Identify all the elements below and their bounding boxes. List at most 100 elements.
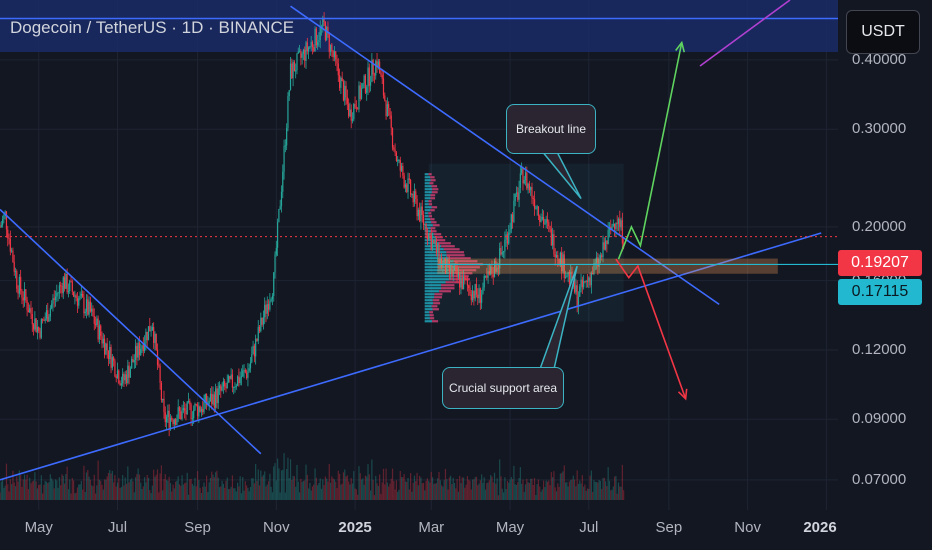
candle-body [351, 119, 354, 121]
volume-bar [389, 483, 391, 500]
candle-body [412, 194, 414, 203]
volume-bar [171, 491, 173, 500]
candle-body [453, 267, 456, 271]
candle-body [603, 242, 605, 250]
candle-body [549, 225, 551, 230]
volume-bar [156, 469, 159, 500]
volume-profile-bar-down [429, 314, 434, 317]
candle-body [186, 401, 188, 415]
candle-body [398, 160, 400, 162]
volume-bar [227, 489, 230, 500]
volume-bar [106, 476, 108, 500]
candle-body [580, 279, 582, 287]
candle-body [203, 401, 205, 413]
volume-bar [131, 478, 133, 500]
volume-bar [545, 480, 547, 500]
volume-profile-bar-down [431, 305, 438, 308]
candle-body [462, 276, 465, 290]
volume-profile-bar-down [430, 218, 435, 221]
volume-bar [302, 480, 305, 500]
candle-body [380, 73, 382, 75]
volume-bar [416, 472, 418, 500]
candle-body [555, 255, 558, 258]
volume-profile-bar-down [450, 257, 471, 260]
candle-body [440, 257, 443, 268]
candle-body [586, 280, 589, 282]
candle-body [530, 187, 532, 191]
volume-bar [293, 476, 295, 500]
candle-body [116, 370, 119, 379]
candle-body [620, 220, 622, 228]
volume-bar [230, 486, 232, 500]
candle-body [341, 77, 343, 82]
volume-profile-bar-down [428, 200, 432, 203]
volume-bar [595, 482, 598, 500]
candle-body [169, 417, 172, 428]
x-tick-label: May [24, 519, 53, 536]
candle-body [243, 370, 245, 372]
volume-bar [479, 480, 481, 500]
volume-bar [291, 479, 293, 500]
y-tick-label: 0.07000 [852, 470, 907, 488]
volume-bar [265, 486, 267, 500]
candle-body [72, 291, 75, 297]
volume-bar [32, 480, 35, 500]
candle-body [204, 394, 206, 402]
currency-button[interactable]: USDT [846, 10, 920, 54]
volume-profile-bar-up [424, 272, 451, 275]
candle-body [80, 293, 82, 296]
candle-body [27, 310, 30, 313]
volume-bar [434, 483, 436, 500]
candle-body [165, 417, 168, 423]
candle-body [234, 386, 236, 388]
candle-body [400, 165, 403, 171]
candle-body [265, 304, 267, 314]
volume-bar [381, 482, 383, 500]
volume-bar [567, 486, 569, 500]
candle-body [84, 311, 86, 314]
candle-body [96, 318, 98, 326]
candle-body [94, 323, 97, 326]
x-tick-label: 2025 [338, 519, 372, 536]
volume-bar [402, 477, 404, 500]
volume-bar [92, 486, 94, 500]
candle-body [218, 385, 221, 389]
candle-body [589, 277, 591, 286]
volume-bar [195, 486, 197, 500]
volume-bar [217, 477, 219, 500]
candle-body [184, 408, 186, 411]
volume-bar [515, 484, 518, 500]
volume-bar [56, 480, 58, 500]
candle-body [212, 394, 214, 405]
candle-body [25, 289, 27, 301]
candle-body [79, 295, 81, 299]
volume-bar [85, 472, 88, 500]
volume-profile-bar-down [434, 293, 443, 296]
volume-bar [466, 476, 469, 500]
candle-body [428, 232, 430, 240]
candle-body [521, 168, 523, 174]
candle-body [470, 294, 472, 301]
candle-body [51, 303, 53, 309]
volume-bar [175, 481, 177, 500]
volume-bar [459, 475, 461, 500]
candle-body [599, 255, 602, 259]
candle-body [240, 376, 243, 378]
volume-profile-bar-up [424, 290, 440, 293]
volume-bar [607, 467, 609, 500]
candle-body [289, 63, 292, 91]
volume-bar [125, 483, 128, 500]
volume-profile-bar-down [428, 212, 432, 215]
candle-body [585, 280, 587, 282]
volume-bar [146, 475, 148, 500]
candle-body [533, 199, 536, 209]
volume-bar [586, 488, 589, 500]
candle-body [217, 388, 219, 404]
volume-bar [326, 478, 328, 500]
volume-bar [621, 464, 623, 500]
header-bar-background [0, 0, 838, 52]
candle-body [48, 316, 50, 322]
volume-bar [366, 476, 368, 500]
volume-bar [519, 467, 521, 500]
